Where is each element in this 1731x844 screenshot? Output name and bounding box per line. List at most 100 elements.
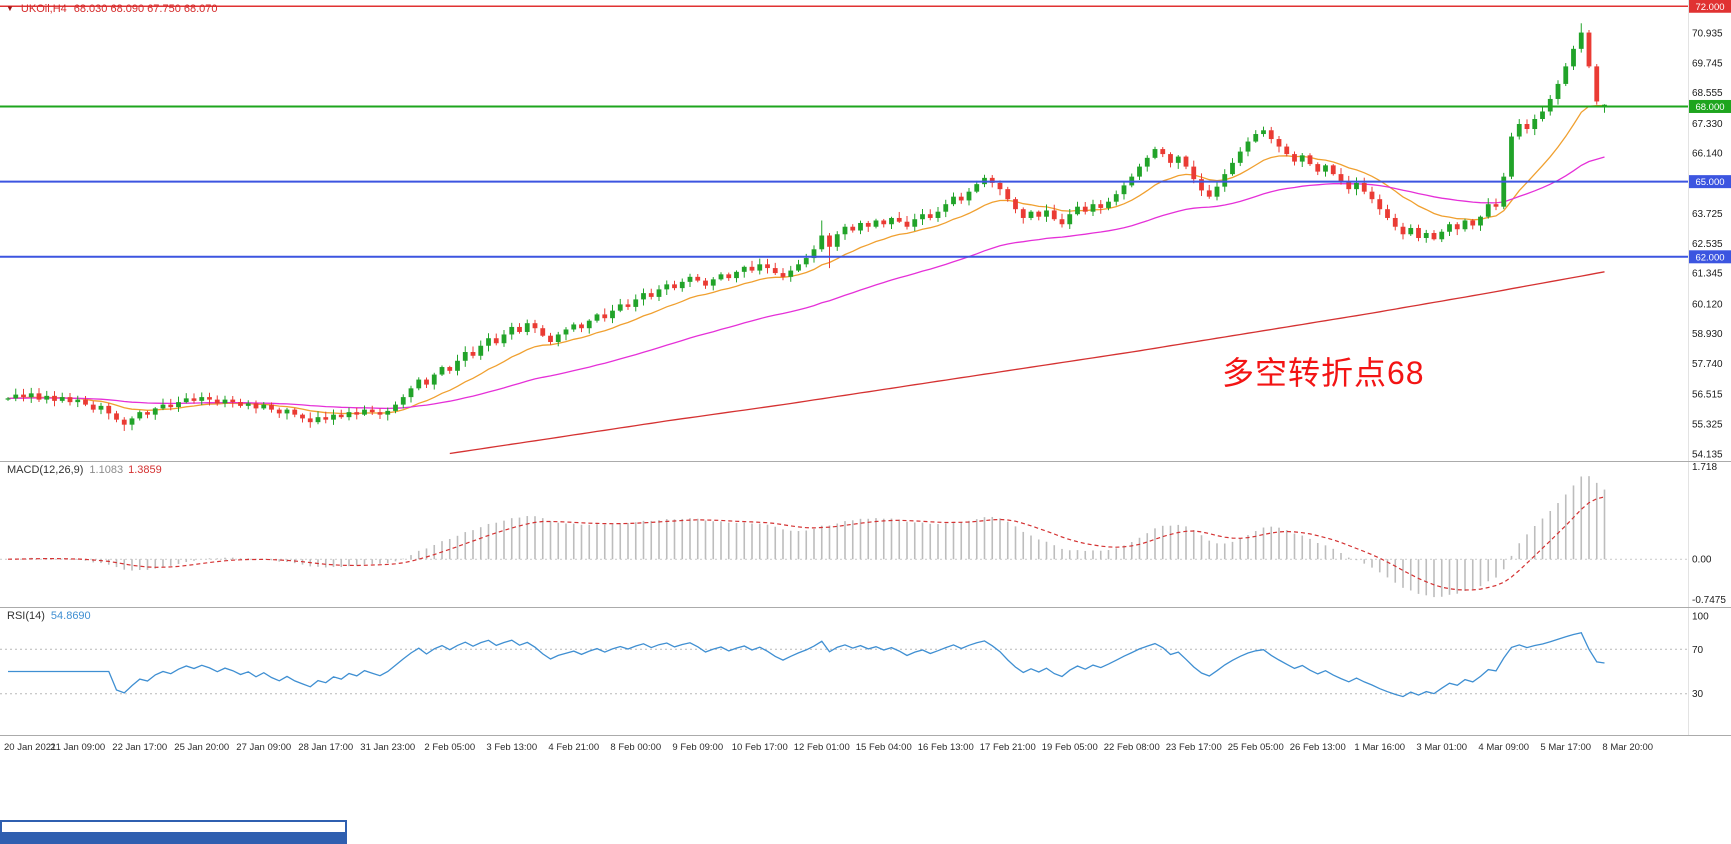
- candle: [292, 409, 298, 415]
- candle: [323, 417, 329, 420]
- panel-separator: [0, 735, 1731, 736]
- date-label: 15 Feb 04:00: [856, 742, 912, 753]
- candle: [1261, 130, 1266, 135]
- candle: [687, 276, 693, 282]
- candle: [207, 397, 212, 400]
- candle: [1447, 224, 1452, 232]
- candle: [1532, 119, 1538, 130]
- date-label: 20 Jan 2021: [4, 742, 56, 753]
- candle: [199, 397, 205, 401]
- candle: [307, 418, 313, 423]
- candle: [997, 182, 1003, 190]
- rsi-line: [8, 632, 1605, 698]
- candle: [1222, 174, 1228, 187]
- candle: [1385, 209, 1390, 218]
- date-label: 25 Feb 05:00: [1228, 742, 1284, 753]
- candle: [1454, 224, 1460, 230]
- candle: [827, 235, 832, 247]
- candle: [276, 409, 282, 414]
- candle: [214, 399, 220, 404]
- candle: [896, 217, 902, 222]
- price-tick-label: 54.135: [1692, 449, 1723, 460]
- price-badge-label: 72.000: [1695, 2, 1724, 13]
- candle: [811, 249, 817, 259]
- candle: [284, 409, 290, 414]
- candle: [238, 402, 243, 406]
- candle: [1416, 227, 1421, 239]
- candle: [873, 220, 879, 227]
- candle: [1563, 66, 1569, 84]
- candle: [881, 220, 887, 225]
- price-tick-label: 63.725: [1692, 209, 1723, 220]
- candle: [889, 217, 894, 225]
- candle: [951, 196, 956, 205]
- candle: [602, 314, 608, 319]
- date-label: 17 Feb 21:00: [980, 742, 1036, 753]
- rsi-tick-label: 70: [1692, 645, 1704, 656]
- rsi-label: RSI(14): [7, 610, 45, 622]
- date-label: 3 Feb 13:00: [486, 742, 537, 753]
- chart-annotation[interactable]: 多空转折点68: [1222, 355, 1425, 391]
- price-badge: [1689, 99, 1731, 113]
- candle: [424, 379, 429, 385]
- candle: [1369, 191, 1375, 200]
- macd-tick-label: 0.00: [1692, 555, 1712, 566]
- candle: [300, 414, 305, 419]
- candle: [176, 402, 181, 408]
- candle: [1439, 231, 1445, 240]
- candle: [137, 412, 143, 419]
- date-label: 4 Feb 21:00: [548, 742, 599, 753]
- candle: [1594, 66, 1600, 102]
- candle: [563, 329, 569, 335]
- candle: [408, 388, 414, 398]
- candle: [656, 289, 662, 297]
- price-badge: [1689, 250, 1731, 264]
- price-tick-label: 67.330: [1692, 119, 1723, 130]
- candle: [1160, 149, 1166, 155]
- candle: [1230, 162, 1235, 175]
- price-tick-label: 62.535: [1692, 239, 1723, 250]
- candle: [726, 274, 732, 279]
- candle: [470, 352, 476, 356]
- candle: [75, 399, 81, 403]
- candle: [315, 417, 321, 423]
- candle: [757, 264, 763, 271]
- candle: [1106, 201, 1111, 208]
- candle: [1571, 48, 1576, 67]
- candle: [571, 324, 577, 330]
- ma-fast-orange-line: [7, 104, 1605, 415]
- date-label: 21 Jan 09:00: [50, 742, 105, 753]
- candle: [1292, 154, 1297, 162]
- candle: [486, 338, 491, 346]
- candle: [1509, 136, 1514, 177]
- price-tick-label: 55.325: [1692, 420, 1723, 431]
- candle: [989, 177, 995, 183]
- candle: [1392, 217, 1398, 227]
- candle: [648, 293, 654, 297]
- candle: [400, 397, 406, 405]
- candle: [1431, 233, 1437, 240]
- background-window-titlebar-fragment[interactable]: [0, 834, 347, 844]
- candle: [478, 345, 484, 356]
- candle: [586, 320, 592, 329]
- candle: [524, 323, 530, 332]
- price-tick-label: 68.555: [1692, 88, 1723, 99]
- candle: [13, 394, 19, 399]
- candle: [1059, 219, 1065, 225]
- candle: [920, 214, 925, 220]
- candle: [59, 397, 65, 401]
- date-label: 10 Feb 17:00: [732, 742, 788, 753]
- background-window-fragment[interactable]: [0, 820, 347, 834]
- candle: [145, 412, 150, 415]
- candle: [1168, 154, 1173, 163]
- date-label: 12 Feb 01:00: [794, 742, 850, 753]
- ma-slow-red-line: [449, 271, 1605, 455]
- candle: [796, 264, 801, 271]
- candle: [1268, 130, 1274, 140]
- candle: [222, 399, 228, 404]
- date-label: 22 Feb 08:00: [1104, 742, 1160, 753]
- candle: [1044, 210, 1049, 217]
- candle: [1299, 155, 1305, 162]
